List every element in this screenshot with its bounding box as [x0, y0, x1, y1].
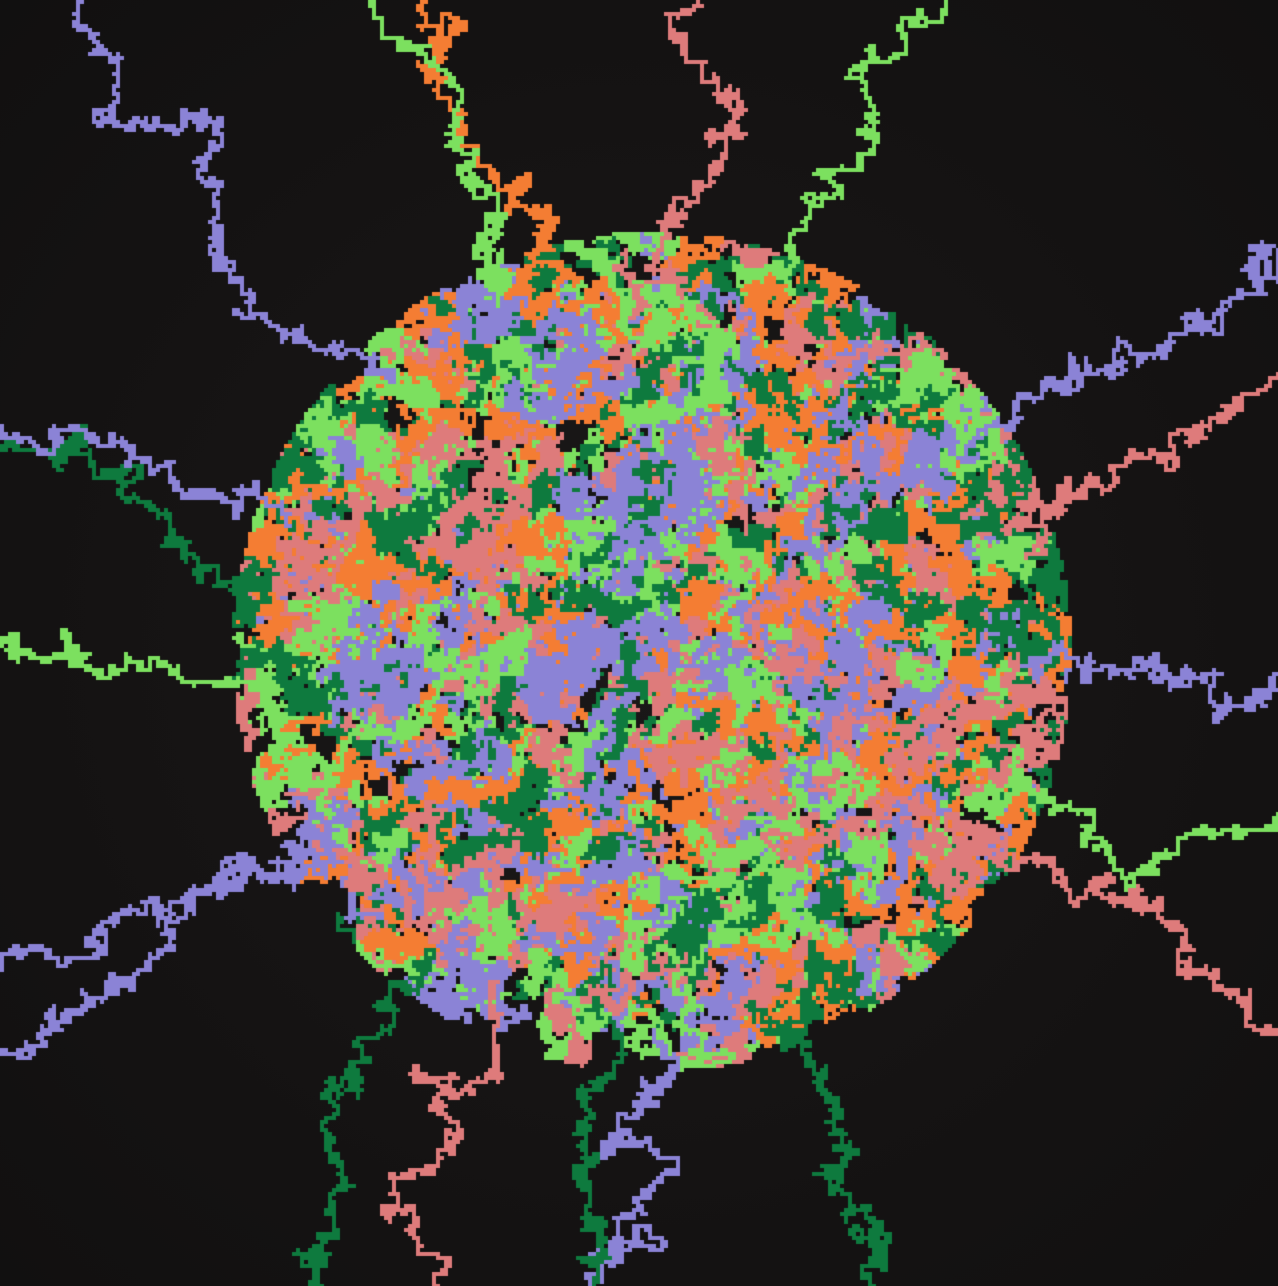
- random-walk-canvas: [0, 0, 1278, 1286]
- random-walk-scene: [0, 0, 1278, 1286]
